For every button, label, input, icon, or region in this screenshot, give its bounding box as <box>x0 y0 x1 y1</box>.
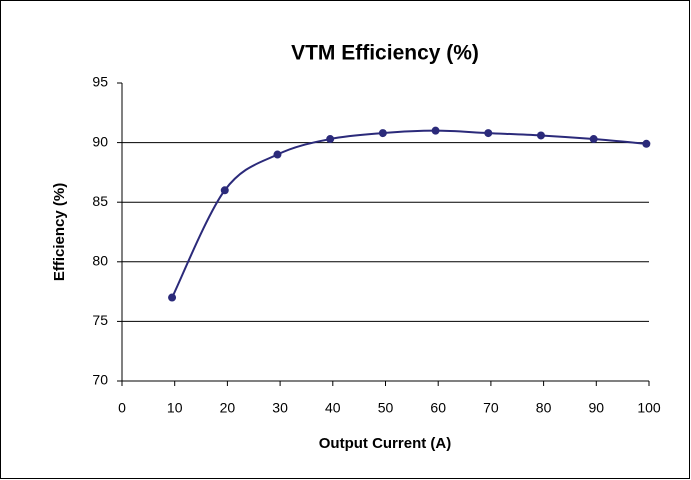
data-point <box>589 135 598 144</box>
y-tick-label: 80 <box>92 253 108 269</box>
x-tick-label: 90 <box>589 400 605 416</box>
data-point <box>536 131 545 140</box>
data-point <box>378 129 387 138</box>
series-line <box>171 129 647 299</box>
x-tick-label: 10 <box>167 400 183 416</box>
x-tick-label: 20 <box>220 400 236 416</box>
data-point <box>220 186 229 195</box>
data-point <box>642 139 651 148</box>
data-point <box>431 126 440 135</box>
data-point <box>168 293 177 302</box>
x-tick-label: 0 <box>118 400 126 416</box>
y-tick-label: 85 <box>92 193 108 209</box>
x-tick-label: 50 <box>378 400 394 416</box>
x-tick-label: 40 <box>325 400 341 416</box>
x-tick-label: 80 <box>536 400 552 416</box>
x-tick-label: 30 <box>272 400 288 416</box>
data-point <box>326 135 335 144</box>
y-tick-label: 95 <box>92 74 108 90</box>
chart-title: VTM Efficiency (%) <box>291 42 479 65</box>
x-tick-label: 100 <box>637 400 661 416</box>
y-tick-label: 70 <box>92 372 108 388</box>
x-axis-label: Output Current (A) <box>319 435 451 452</box>
x-tick-label: 70 <box>483 400 499 416</box>
y-tick-label: 90 <box>92 133 108 149</box>
data-point <box>484 129 493 138</box>
data-point <box>273 150 282 159</box>
y-axis-label: Efficiency (%) <box>51 183 68 281</box>
x-tick-label: 60 <box>430 400 446 416</box>
y-tick-label: 75 <box>92 312 108 328</box>
